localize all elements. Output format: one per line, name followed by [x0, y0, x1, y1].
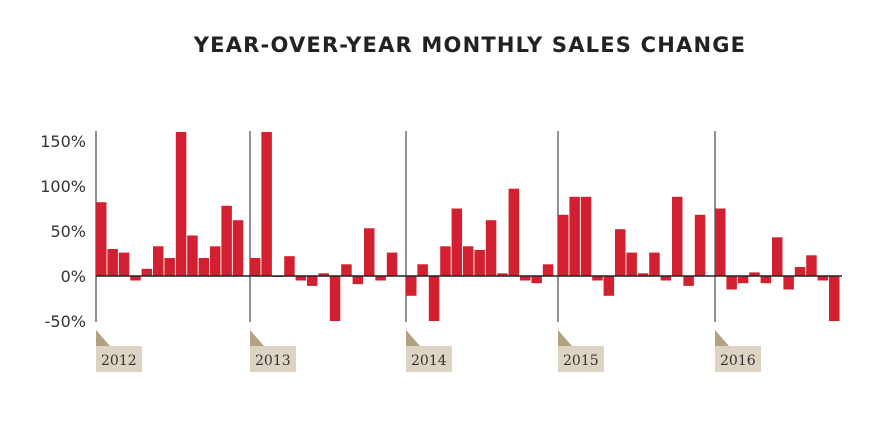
chart-title: YEAR-OVER-YEAR MONTHLY SALES CHANGE	[193, 33, 747, 57]
year-label: 2012	[101, 353, 137, 369]
bar	[683, 276, 694, 286]
bar	[417, 264, 428, 276]
bar	[210, 246, 221, 276]
bar	[307, 276, 318, 286]
bar	[592, 276, 603, 281]
bar	[637, 273, 649, 276]
bar	[440, 246, 451, 276]
bar	[760, 276, 772, 284]
bar	[261, 132, 272, 276]
year-label: 2016	[720, 353, 756, 369]
y-tick-label: 50%	[50, 222, 86, 241]
bar	[806, 255, 817, 276]
year-flag	[406, 330, 420, 346]
bar	[726, 276, 737, 290]
bar	[175, 132, 187, 276]
bar	[783, 276, 794, 290]
bar	[187, 235, 198, 276]
bar	[284, 256, 295, 276]
year-flag	[558, 330, 572, 346]
bar	[118, 252, 130, 276]
bar	[107, 249, 118, 276]
bar	[569, 196, 580, 276]
bar	[660, 276, 672, 281]
bar	[406, 276, 417, 296]
bar	[508, 188, 520, 276]
bar	[153, 246, 164, 276]
bar	[318, 273, 329, 276]
bar	[580, 196, 592, 276]
bar	[772, 237, 783, 276]
bar	[364, 228, 375, 276]
bar	[615, 229, 626, 276]
bar	[694, 214, 706, 276]
bar	[829, 276, 840, 321]
bar	[130, 276, 141, 281]
bar	[542, 264, 554, 276]
year-label-bg	[406, 346, 452, 372]
bar	[451, 208, 463, 276]
bar	[463, 246, 474, 276]
bar	[520, 276, 531, 281]
bar	[672, 196, 683, 276]
bar	[221, 205, 232, 276]
year-label: 2014	[411, 353, 447, 369]
year-label-bg	[250, 346, 296, 372]
year-flag	[250, 330, 264, 346]
year-label: 2013	[255, 353, 291, 369]
y-tick-label: 0%	[61, 267, 86, 286]
bar	[737, 276, 749, 284]
bar	[232, 220, 244, 276]
bar	[531, 276, 542, 284]
bar	[386, 252, 398, 276]
bar	[649, 252, 660, 276]
bar	[428, 276, 440, 321]
year-label-bg	[715, 346, 761, 372]
bar	[626, 252, 637, 276]
bar	[295, 276, 307, 281]
bar	[497, 273, 508, 276]
bar	[558, 214, 569, 276]
bar	[198, 258, 210, 276]
bar	[817, 276, 829, 281]
bar	[603, 276, 615, 296]
bar	[375, 276, 386, 281]
y-tick-label: 100%	[40, 177, 86, 196]
bar	[341, 264, 352, 276]
bar	[141, 268, 153, 276]
bar	[250, 258, 261, 276]
year-label-bg	[96, 346, 142, 372]
bar	[794, 267, 806, 276]
year-label-bg	[558, 346, 604, 372]
year-label: 2015	[563, 353, 599, 369]
bar	[96, 202, 107, 276]
bar	[352, 276, 364, 285]
bar	[485, 220, 497, 276]
year-flag	[96, 330, 110, 346]
bar	[715, 208, 726, 276]
bar	[164, 258, 175, 276]
year-flag	[715, 330, 729, 346]
bar	[329, 276, 341, 321]
bar	[474, 249, 485, 276]
y-tick-label: 150%	[40, 132, 86, 151]
y-tick-label: -50%	[45, 312, 86, 331]
bar	[749, 272, 760, 276]
